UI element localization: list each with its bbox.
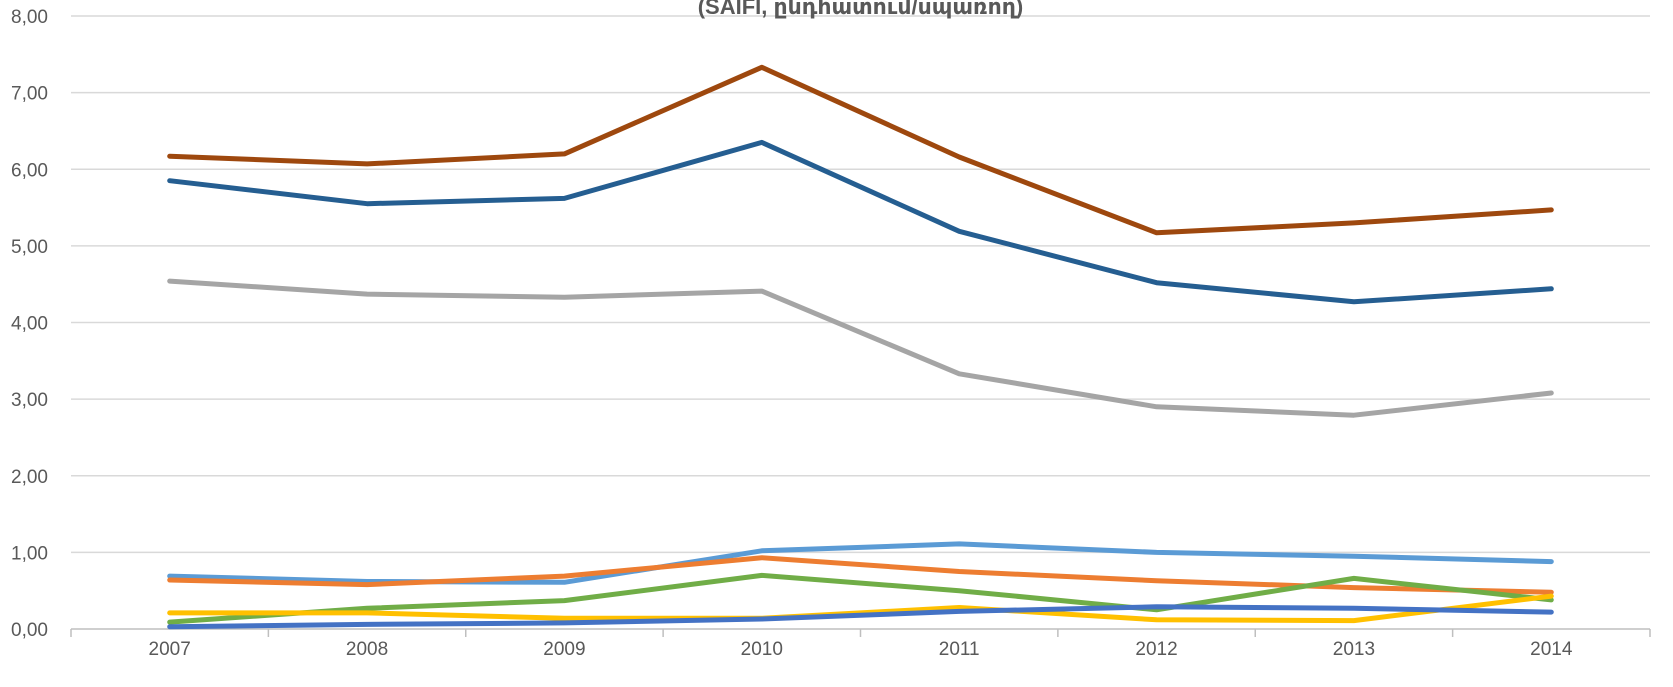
- x-tick-label: 2011: [939, 639, 980, 660]
- x-tick-label: 2010: [741, 639, 783, 660]
- y-tick-label: 0,00: [11, 620, 48, 641]
- x-tick-label: 2014: [1530, 639, 1573, 660]
- x-tick-label: 2012: [1135, 639, 1177, 660]
- series-lines: [167, 64, 1554, 630]
- y-tick-label: 4,00: [11, 314, 48, 335]
- x-axis: [70, 629, 1651, 637]
- series-line-6: [167, 572, 1554, 625]
- y-tick-label: 1,00: [11, 543, 48, 564]
- y-axis-tick-labels: 0,00 1,00 2,00 3,00 4,00 5,00 6,00 7,00 8,00: [11, 7, 48, 641]
- series-line-2: [167, 139, 1554, 305]
- x-tick-label: 2008: [346, 639, 388, 660]
- chart-title: (SAIFI, ընդհատում/սպառող): [698, 0, 1024, 19]
- x-axis-tick-labels: 2007 2008 2009 2010 2011 2012 2013 2014: [149, 639, 1573, 660]
- y-tick-label: 8,00: [11, 7, 48, 28]
- y-tick-label: 5,00: [11, 237, 48, 258]
- x-tick-label: 2013: [1333, 639, 1375, 660]
- series-line-5: [167, 555, 1554, 595]
- gridlines: [71, 15, 1650, 630]
- y-tick-label: 6,00: [11, 160, 48, 181]
- y-tick-label: 2,00: [11, 467, 48, 488]
- series-line-3: [167, 278, 1554, 418]
- y-tick-label: 7,00: [11, 84, 48, 105]
- x-tick-label: 2007: [149, 639, 191, 660]
- series-line-8: [167, 604, 1554, 630]
- series-line-1: [167, 64, 1554, 236]
- x-tick-label: 2009: [543, 639, 585, 660]
- y-tick-label: 3,00: [11, 390, 48, 411]
